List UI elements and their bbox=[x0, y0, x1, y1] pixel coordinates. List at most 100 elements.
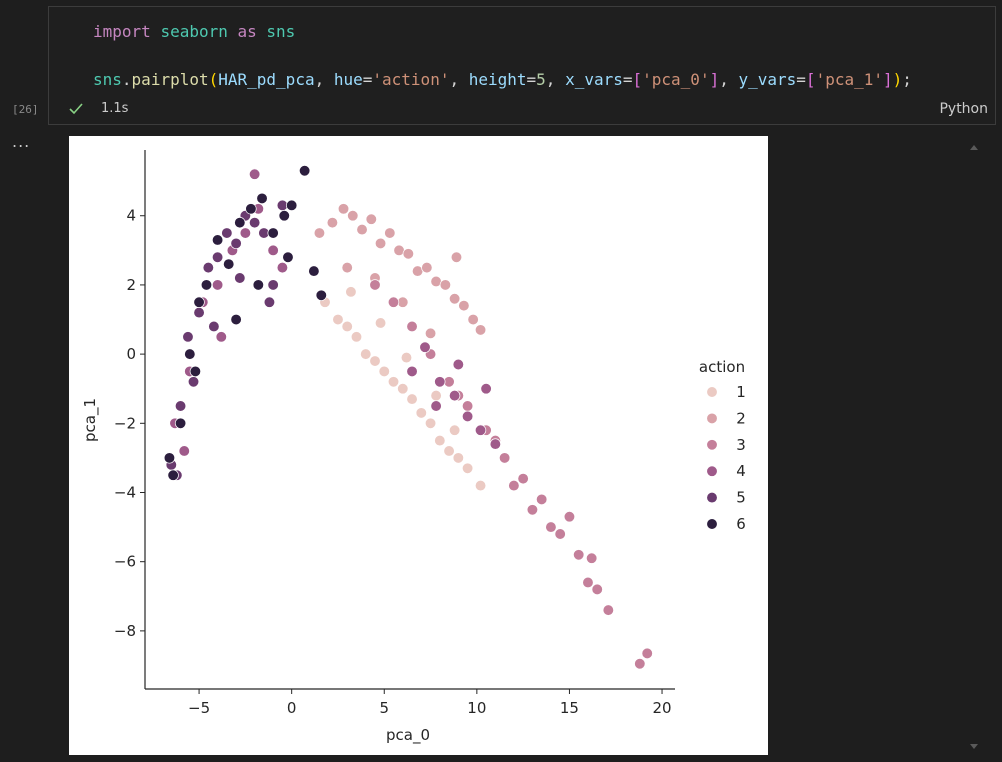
y-tick-label: −4 bbox=[114, 483, 136, 501]
code-line: import seaborn as sns bbox=[93, 20, 912, 44]
scatter-point bbox=[267, 227, 279, 239]
scatter-point bbox=[517, 473, 529, 485]
legend-marker bbox=[706, 491, 718, 504]
scatter-point bbox=[360, 348, 372, 360]
language-picker[interactable]: Python bbox=[939, 101, 988, 117]
code-line bbox=[93, 44, 912, 68]
scatter-point bbox=[526, 504, 539, 516]
scatter-point bbox=[313, 227, 326, 239]
code-token: y_vars bbox=[738, 70, 797, 89]
scatter-point bbox=[286, 199, 298, 212]
scatter-point bbox=[573, 549, 585, 561]
scatter-point bbox=[332, 313, 344, 326]
scatter-point bbox=[450, 251, 463, 263]
scatter-point bbox=[267, 279, 279, 291]
scatter-point bbox=[474, 324, 487, 336]
output-menu[interactable]: ... bbox=[12, 132, 31, 151]
scatter-point bbox=[387, 296, 400, 308]
scatter-point bbox=[278, 210, 290, 222]
scatter-point bbox=[461, 462, 474, 474]
scatter-point bbox=[256, 192, 268, 205]
scatter-point bbox=[480, 383, 492, 395]
scatter-point bbox=[397, 383, 409, 395]
scatter-point bbox=[365, 213, 377, 225]
scatter-point bbox=[345, 286, 357, 298]
scatter-point bbox=[369, 355, 381, 367]
scatter-point bbox=[406, 320, 418, 333]
code-token: . bbox=[121, 70, 132, 89]
scatter-point bbox=[545, 521, 557, 533]
legend-label: 6 bbox=[736, 515, 746, 533]
code-token: sns bbox=[266, 22, 296, 41]
code-editor[interactable]: import seaborn as sns sns.pairplot(HAR_pd… bbox=[93, 20, 912, 92]
scatter-point bbox=[174, 417, 187, 429]
scatter-point bbox=[378, 365, 390, 378]
scroll-up[interactable] bbox=[968, 142, 980, 152]
legend-label: 2 bbox=[736, 409, 746, 427]
code-token: 5 bbox=[536, 70, 546, 89]
scatter-point bbox=[563, 511, 576, 523]
scatter-point bbox=[239, 227, 252, 239]
scatter-point bbox=[374, 317, 387, 329]
x-tick-label: 20 bbox=[652, 699, 671, 717]
legend-marker bbox=[706, 439, 718, 451]
code-token: x_vars bbox=[565, 70, 623, 89]
scatter-point bbox=[350, 331, 363, 343]
legend-marker bbox=[706, 386, 718, 398]
code-token: seaborn bbox=[160, 22, 238, 41]
scatter-point bbox=[430, 389, 442, 402]
scatter-point bbox=[200, 279, 213, 291]
scatter-point bbox=[184, 348, 196, 360]
code-token: import bbox=[93, 22, 161, 41]
code-cell[interactable] bbox=[48, 6, 996, 125]
y-tick-label: 0 bbox=[126, 345, 136, 363]
scatter-point bbox=[248, 168, 261, 180]
code-token: = bbox=[796, 70, 806, 89]
code-token: , bbox=[449, 70, 469, 89]
scatter-point bbox=[182, 331, 194, 343]
scatter-point bbox=[208, 320, 220, 333]
scatter-point bbox=[193, 296, 205, 308]
scatter-point bbox=[508, 479, 520, 492]
legend-label: 1 bbox=[736, 383, 746, 401]
scatter-point bbox=[554, 528, 566, 540]
scatter-point bbox=[498, 452, 511, 464]
code-token: 'action' bbox=[372, 70, 450, 89]
scatter-point bbox=[252, 279, 264, 291]
scatter-point bbox=[448, 424, 461, 436]
scatter-point bbox=[223, 258, 235, 270]
scatter-point bbox=[167, 469, 179, 481]
scatter-point bbox=[474, 424, 487, 436]
code-token: ( bbox=[208, 70, 219, 89]
code-token: ) bbox=[892, 70, 903, 89]
x-tick-label: 10 bbox=[467, 699, 486, 717]
scatter-point bbox=[634, 658, 646, 670]
scatter-point bbox=[474, 479, 487, 492]
scatter-point bbox=[308, 265, 320, 277]
scatter-point bbox=[434, 376, 446, 388]
scatter-point bbox=[439, 279, 452, 291]
legend-label: 3 bbox=[736, 436, 746, 454]
scatter-point bbox=[467, 313, 479, 326]
code-token: 'pca_0' bbox=[642, 70, 710, 89]
scatter-point bbox=[215, 331, 227, 343]
code-token: as bbox=[237, 22, 267, 41]
scatter-point bbox=[582, 576, 594, 589]
scatter-point bbox=[536, 493, 548, 506]
scatter-point bbox=[248, 217, 261, 229]
scatter-point bbox=[406, 393, 418, 405]
x-tick-label: 0 bbox=[287, 699, 297, 717]
code-token: = bbox=[622, 70, 633, 89]
scatter-point bbox=[452, 358, 464, 371]
scatter-point bbox=[415, 407, 427, 419]
legend-marker bbox=[706, 412, 718, 425]
scroll-down[interactable] bbox=[968, 742, 980, 752]
scatter-point bbox=[424, 327, 437, 340]
code-line: sns.pairplot(HAR_pd_pca, hue='action', h… bbox=[93, 68, 912, 92]
y-tick-label: −6 bbox=[114, 553, 136, 571]
code-token: , bbox=[314, 70, 334, 89]
scatter-point bbox=[189, 365, 202, 378]
scatter-point bbox=[461, 410, 474, 423]
code-token: pairplot bbox=[131, 70, 209, 89]
scatter-point bbox=[326, 217, 339, 229]
